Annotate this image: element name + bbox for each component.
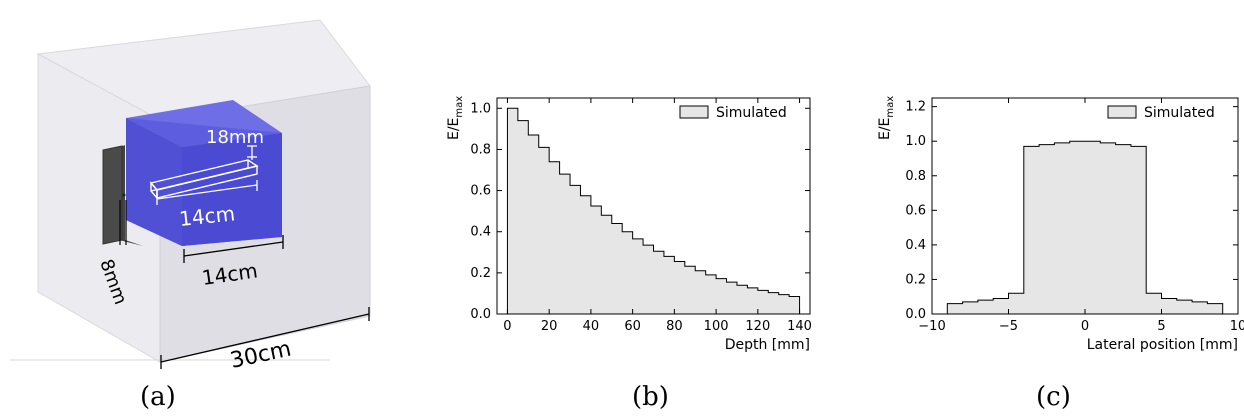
x-tick-label-1: −10	[918, 319, 945, 334]
x-tick-label-0: 140	[787, 319, 812, 334]
chart-b-ylabel: E/Emax	[446, 96, 465, 140]
series-area-1	[946, 140, 1224, 315]
caption-a: (a)	[140, 382, 176, 412]
x-tick-label-1: 5	[1157, 319, 1165, 334]
series-area-0	[506, 107, 801, 315]
pinhole	[122, 193, 126, 197]
y-tick-label-1: 0.2	[905, 272, 926, 287]
caption-b: (b)	[632, 382, 669, 412]
collimator-plate-face	[102, 145, 123, 245]
block-face	[126, 118, 282, 246]
box-width-dimension	[160, 307, 370, 369]
y-tick-label-0: 0.0	[470, 307, 491, 322]
block-width-dimension	[183, 235, 284, 263]
geometry-illustration: 18mm 14cm 8mm 14cm 30cm	[10, 19, 371, 374]
y-tick-label-1: 0.6	[905, 203, 926, 218]
chart-c-xlabel: Lateral position [mm]	[1087, 337, 1238, 353]
x-tick-label-0: 0	[503, 319, 511, 334]
y-tick-label-0: 0.8	[470, 142, 491, 157]
x-tick-label-0: 20	[541, 319, 558, 334]
chart-b-xlabel: Depth [mm]	[725, 337, 810, 353]
chart-c-ylabel: E/Emax	[877, 96, 896, 140]
legend-swatch-1	[1107, 105, 1137, 119]
x-tick-label-1: 10	[1230, 319, 1244, 334]
caption-c: (c)	[1036, 382, 1071, 412]
bar-height-label: 18mm	[206, 127, 264, 148]
depth-profile-chart: E/Emax Depth [mm] 0 20 40 60 80 100 120 140 0.0 0…	[446, 96, 812, 353]
y-tick-label-1: 1.0	[905, 134, 926, 149]
x-tick-label-0: 80	[666, 319, 683, 334]
lateral-profile-chart: E/Emax Lateral position [mm] −10 −5 0 5 10 0.…	[877, 96, 1244, 353]
x-tick-label-0: 60	[624, 319, 641, 334]
bar-length-label: 14cm	[178, 201, 236, 231]
y-tick-label-0: 0.6	[470, 184, 491, 199]
bar-length-dimension	[156, 180, 258, 205]
x-tick-label-0: 40	[583, 319, 600, 334]
y-tick-label-0: 1.0	[470, 101, 491, 116]
bar-height-dimension	[247, 145, 257, 160]
plot-frame-0	[496, 97, 811, 315]
y-tick-label-0: 0.4	[470, 225, 491, 240]
y-tick-label-1: 0.4	[905, 238, 926, 253]
chart-c-ylabel-sub: max	[885, 96, 896, 118]
x-tick-label-1: 0	[1081, 319, 1089, 334]
x-tick-label-0: 100	[704, 319, 729, 334]
y-tick-label-1: 1.2	[905, 100, 926, 115]
x-tick-label-0: 120	[745, 319, 770, 334]
y-tick-label-1: 0.8	[905, 169, 926, 184]
legend-label-0: Simulated	[716, 105, 787, 121]
chart-c-ylabel-main: E/E	[877, 118, 893, 140]
pinhole-dimension	[119, 200, 127, 245]
chart-b-ylabel-sub: max	[454, 96, 465, 118]
x-tick-label-1: −5	[999, 319, 1018, 334]
legend-label-1: Simulated	[1144, 105, 1215, 121]
chart-b-ylabel-main: E/E	[446, 118, 462, 140]
legend-swatch-0	[679, 105, 709, 119]
y-tick-label-0: 0.2	[470, 266, 491, 281]
y-tick-label-1: 0.0	[905, 307, 926, 322]
